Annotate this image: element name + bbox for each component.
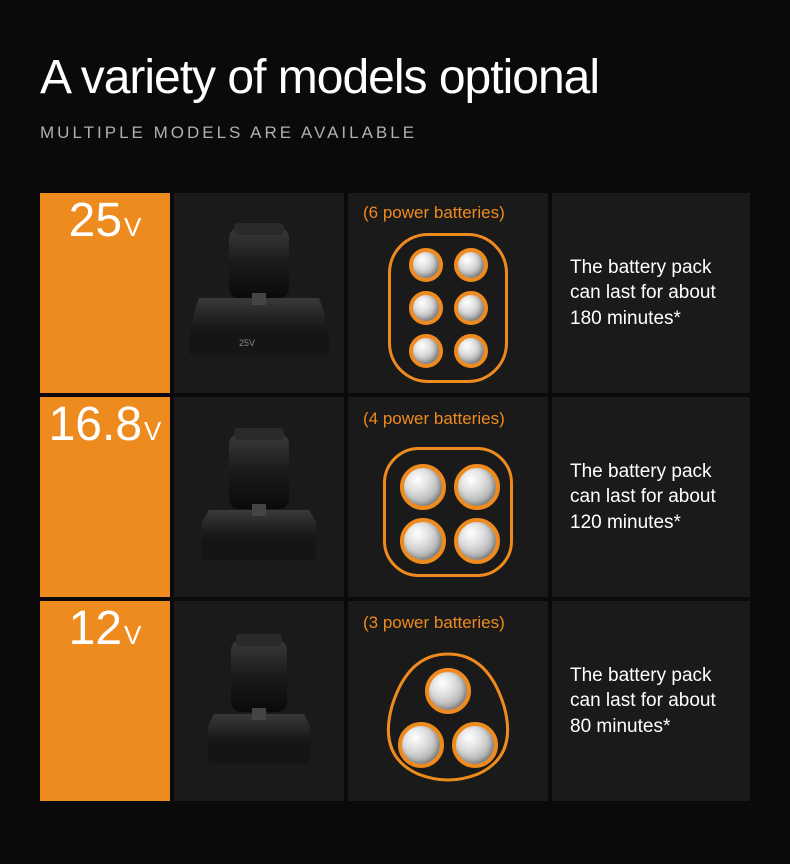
battery-cluster <box>358 439 538 585</box>
product-image-cell <box>174 397 344 597</box>
description-text: The battery pack can last for about 80 m… <box>570 663 732 740</box>
cell-icon <box>452 722 498 768</box>
table-row: 16.8 V (4 power batt <box>40 397 750 597</box>
battery-count-cell: (4 power batteries) <box>348 397 548 597</box>
battery-count-cell: (3 power batteries) <box>348 601 548 801</box>
cell-icon <box>454 464 500 510</box>
voltage-cell: 12 V <box>40 601 170 801</box>
voltage-unit: V <box>144 416 161 447</box>
product-image-cell: 25V <box>174 193 344 393</box>
models-table: 25 V 25V ( <box>40 193 750 801</box>
battery-cluster <box>358 643 538 789</box>
cell-icon <box>400 464 446 510</box>
voltage-unit: V <box>124 212 141 243</box>
page-title: A variety of models optional <box>40 50 750 105</box>
cell-icon <box>454 518 500 564</box>
cell-icon <box>409 334 443 368</box>
voltage-cell: 16.8 V <box>40 397 170 597</box>
battery-count-label: (6 power batteries) <box>358 203 505 223</box>
cell-icon <box>425 668 471 714</box>
cell-icon <box>409 291 443 325</box>
voltage-number: 16.8 <box>49 397 142 452</box>
product-image-cell <box>174 601 344 801</box>
description-text: The battery pack can last for about 120 … <box>570 459 732 536</box>
cell-icon <box>398 722 444 768</box>
description-cell: The battery pack can last for about 180 … <box>552 193 750 393</box>
description-cell: The battery pack can last for about 120 … <box>552 397 750 597</box>
svg-text:25V: 25V <box>239 338 255 348</box>
cell-icon <box>454 334 488 368</box>
battery-pack-icon: 25V <box>184 218 334 368</box>
voltage-number: 25 <box>69 193 122 248</box>
battery-pack-icon <box>184 422 334 572</box>
cell-icon <box>454 248 488 282</box>
battery-pack-icon <box>184 626 334 776</box>
table-row: 25 V 25V ( <box>40 193 750 393</box>
voltage-number: 12 <box>69 601 122 656</box>
battery-count-cell: (6 power batteries) <box>348 193 548 393</box>
infographic-page: A variety of models optional MULTIPLE MO… <box>0 0 790 821</box>
cell-icon <box>400 518 446 564</box>
voltage-unit: V <box>124 620 141 651</box>
battery-cluster <box>358 233 538 383</box>
battery-count-label: (4 power batteries) <box>358 409 505 429</box>
page-subtitle: MULTIPLE MODELS ARE AVAILABLE <box>40 123 750 143</box>
battery-count-label: (3 power batteries) <box>358 613 505 633</box>
cell-icon <box>454 291 488 325</box>
table-row: 12 V (3 power batter <box>40 601 750 801</box>
voltage-cell: 25 V <box>40 193 170 393</box>
description-text: The battery pack can last for about 180 … <box>570 255 732 332</box>
cell-icon <box>409 248 443 282</box>
description-cell: The battery pack can last for about 80 m… <box>552 601 750 801</box>
